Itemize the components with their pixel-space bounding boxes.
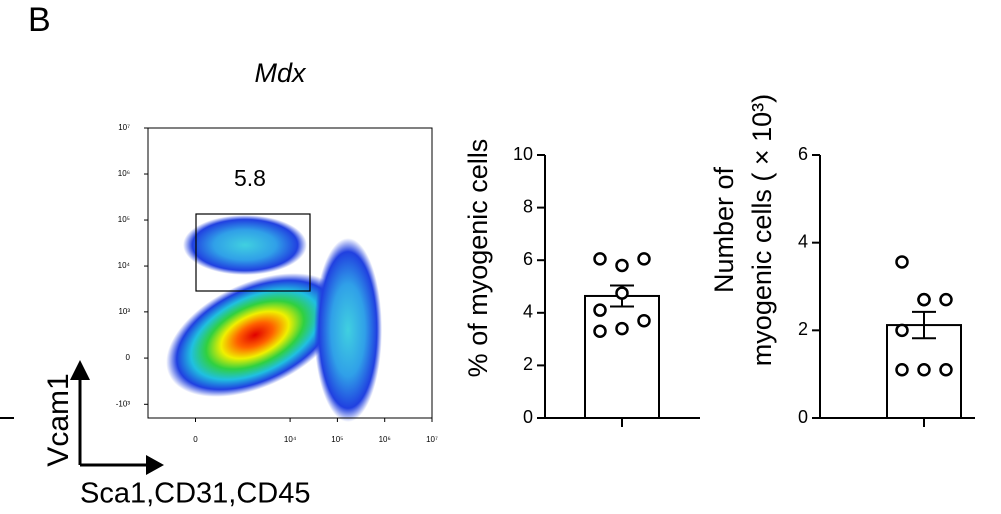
x-tick-label: 10⁶ bbox=[379, 435, 391, 444]
y-tick-label: 0 bbox=[523, 407, 533, 427]
y-tick-label: 10⁶ bbox=[118, 169, 130, 178]
data-point bbox=[637, 313, 651, 328]
y-tick-label: 4 bbox=[523, 302, 533, 322]
gate bbox=[195, 213, 311, 292]
y-tick-label: 6 bbox=[523, 249, 533, 269]
y-axis-label: Vcam1 bbox=[42, 373, 75, 466]
x-tick-label: 10⁷ bbox=[426, 435, 438, 444]
x-axis-label: Sca1,CD31,CD45 bbox=[80, 478, 311, 510]
y-axis-label: Number of bbox=[709, 166, 739, 293]
y-tick-label: 0 bbox=[126, 353, 131, 362]
data-point bbox=[939, 292, 953, 307]
y-tick-label: 10⁵ bbox=[118, 215, 130, 224]
x-tick-label: 0 bbox=[193, 435, 198, 444]
y-tick-label: 4 bbox=[798, 231, 808, 251]
y-tick-label: -10³ bbox=[116, 399, 131, 408]
data-point bbox=[895, 363, 909, 377]
y-axis-label: myogenic cells ( × 10³) bbox=[747, 94, 777, 366]
y-tick-label: 10³ bbox=[118, 307, 130, 316]
data-point bbox=[615, 321, 629, 336]
data-point bbox=[917, 292, 931, 307]
y-tick-label: 6 bbox=[798, 144, 808, 164]
error-bar bbox=[912, 310, 936, 340]
y-tick-label: 2 bbox=[523, 354, 533, 374]
gate-percentage: 5.8 bbox=[234, 165, 266, 191]
data-point bbox=[593, 252, 607, 266]
y-tick-label: 10⁴ bbox=[118, 261, 131, 270]
y-tick-label: 10 bbox=[513, 144, 533, 164]
x-tick-label: 10⁵ bbox=[331, 435, 343, 444]
data-point bbox=[615, 258, 629, 273]
y-tick-label: 2 bbox=[798, 319, 808, 339]
axis-arrows bbox=[70, 360, 164, 475]
y-tick-label: 0 bbox=[798, 407, 808, 427]
x-tick-label: 10⁴ bbox=[284, 435, 297, 444]
panel-label: B bbox=[28, 1, 51, 39]
data-point bbox=[917, 363, 931, 377]
data-point bbox=[593, 324, 607, 338]
chart-title: Mdx bbox=[254, 58, 307, 88]
data-point bbox=[895, 255, 909, 269]
y-tick-label: 10⁷ bbox=[118, 123, 130, 132]
data-point bbox=[895, 323, 909, 338]
data-point bbox=[593, 303, 607, 317]
data-point bbox=[615, 286, 629, 300]
density-cloud bbox=[166, 215, 382, 422]
y-axis-label: % of myogenic cells bbox=[463, 139, 493, 378]
data-point bbox=[939, 363, 953, 377]
y-tick-label: 8 bbox=[523, 196, 533, 216]
data-point bbox=[637, 252, 651, 266]
